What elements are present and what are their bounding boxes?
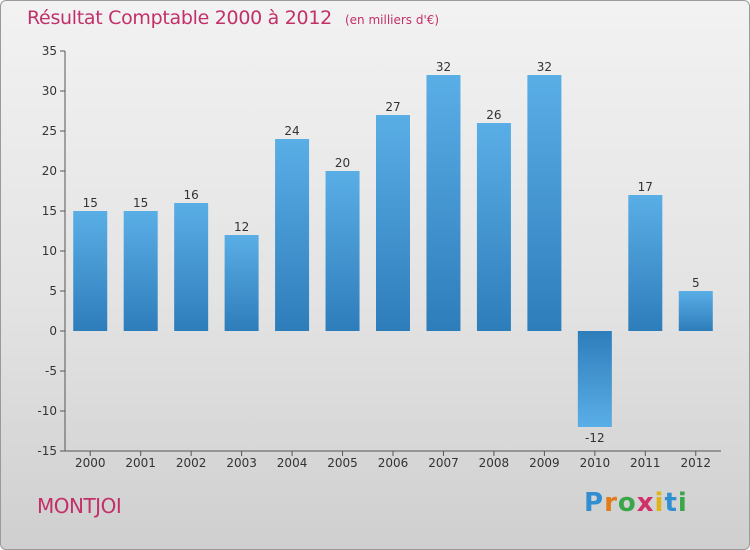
x-tick-label: 2000 bbox=[75, 456, 106, 470]
x-tick-label: 2007 bbox=[428, 456, 459, 470]
bar bbox=[426, 75, 461, 331]
y-tick-label: 20 bbox=[42, 164, 57, 178]
bar-value-label: -12 bbox=[585, 431, 605, 445]
proxiti-logo: Proxiti bbox=[584, 488, 688, 518]
bar-value-label: 32 bbox=[537, 60, 552, 74]
bar-value-label: 26 bbox=[486, 108, 501, 122]
bar bbox=[577, 331, 612, 427]
bar-value-label: 27 bbox=[385, 100, 400, 114]
bar-value-label: 17 bbox=[638, 180, 653, 194]
bar-value-label: 15 bbox=[133, 196, 148, 210]
bar bbox=[325, 171, 360, 331]
x-tick-label: 2004 bbox=[277, 456, 308, 470]
proxiti-logo-letter: P bbox=[584, 488, 605, 518]
bar bbox=[628, 195, 663, 331]
bar-value-label: 24 bbox=[284, 124, 299, 138]
bar-value-label: 20 bbox=[335, 156, 350, 170]
bar-value-label: 16 bbox=[184, 188, 199, 202]
x-tick-label: 2011 bbox=[630, 456, 661, 470]
bar bbox=[224, 235, 259, 331]
y-tick-label: -15 bbox=[37, 444, 57, 458]
commune-name: MONTJOI bbox=[37, 494, 122, 518]
bar bbox=[123, 211, 158, 331]
bar bbox=[678, 291, 713, 331]
title-row: Résultat Comptable 2000 à 2012 (en milli… bbox=[27, 7, 439, 29]
y-tick-label: 10 bbox=[42, 244, 57, 258]
y-tick-label: 5 bbox=[49, 284, 57, 298]
chart-unit: (en milliers d'€) bbox=[344, 13, 440, 27]
x-tick-label: 2002 bbox=[176, 456, 207, 470]
x-tick-label: 2008 bbox=[479, 456, 510, 470]
bar-value-label: 5 bbox=[692, 276, 700, 290]
x-tick-label: 2010 bbox=[580, 456, 611, 470]
y-tick-label: 15 bbox=[42, 204, 57, 218]
x-tick-label: 2005 bbox=[327, 456, 358, 470]
proxiti-logo-letter: i bbox=[654, 488, 665, 518]
proxiti-logo-letter: r bbox=[604, 488, 618, 518]
x-tick-label: 2012 bbox=[680, 456, 711, 470]
y-tick-label: 30 bbox=[42, 84, 57, 98]
proxiti-logo-letter: t bbox=[664, 488, 678, 518]
x-tick-label: 2001 bbox=[125, 456, 156, 470]
bar bbox=[174, 203, 209, 331]
bar-value-label: 15 bbox=[83, 196, 98, 210]
bar bbox=[73, 211, 108, 331]
bar-value-label: 32 bbox=[436, 60, 451, 74]
x-tick-label: 2009 bbox=[529, 456, 560, 470]
bar bbox=[275, 139, 310, 331]
y-tick-label: 25 bbox=[42, 124, 57, 138]
y-tick-label: -5 bbox=[45, 364, 57, 378]
y-tick-label: 0 bbox=[49, 324, 57, 338]
bar bbox=[376, 115, 410, 331]
proxiti-logo-letter: i bbox=[677, 488, 688, 518]
chart-title: Résultat Comptable 2000 à 2012 bbox=[27, 7, 332, 29]
bar-value-label: 12 bbox=[234, 220, 249, 234]
y-tick-label: -10 bbox=[37, 404, 57, 418]
proxiti-logo-letter: o bbox=[617, 488, 637, 518]
y-tick-label: 35 bbox=[42, 44, 57, 58]
x-tick-label: 2006 bbox=[378, 456, 409, 470]
proxiti-logo-letter: x bbox=[636, 488, 655, 518]
x-tick-label: 2003 bbox=[226, 456, 257, 470]
bar bbox=[527, 75, 562, 331]
bar bbox=[476, 123, 511, 331]
